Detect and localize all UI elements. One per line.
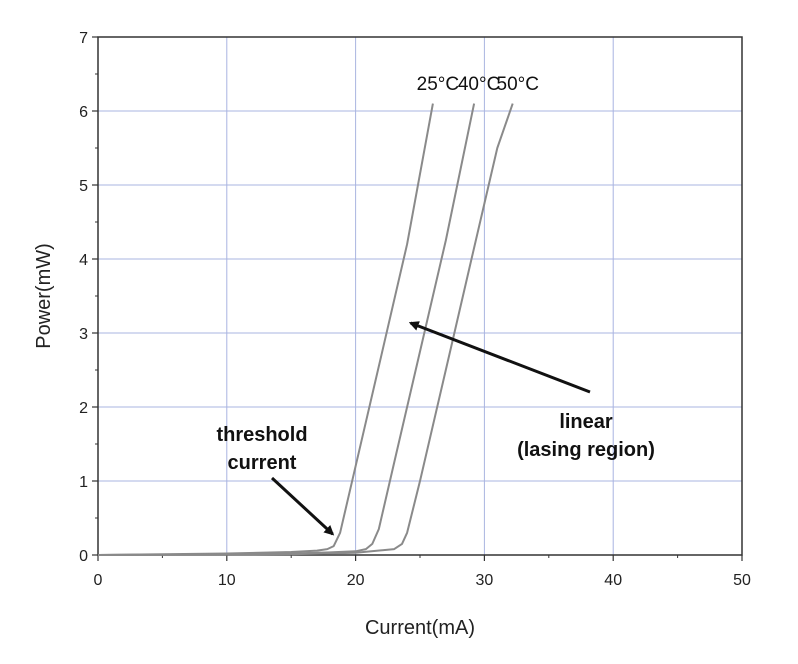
series-label: 40°C [458, 74, 500, 95]
y-tick-label: 6 [79, 104, 88, 121]
y-tick-label: 4 [79, 252, 88, 269]
x-tick-label: 10 [218, 572, 236, 589]
x-tick-label: 0 [94, 572, 103, 589]
series-line [97, 103, 434, 556]
y-tick-label: 3 [79, 326, 88, 343]
threshold-arrow [270, 476, 335, 536]
series-label: 50°C [497, 74, 539, 95]
x-tick-label: 30 [476, 572, 494, 589]
y-tick-label: 5 [79, 178, 88, 195]
y-tick-label: 1 [79, 474, 88, 491]
x-tick-label: 20 [347, 572, 365, 589]
threshold-annotation-label: threshold current [216, 424, 307, 474]
x-tick-label: 50 [733, 572, 751, 589]
linear-region-arrow [408, 321, 591, 394]
y-tick-label: 0 [79, 548, 88, 565]
x-axis-title: Current(mA) [365, 617, 475, 639]
axis-ticks: 0 10 20 30 40 50 0 1 2 3 4 5 6 7 [79, 30, 751, 589]
linear-region-annotation-label: linear (lasing region) [517, 411, 655, 461]
series-labels: 25°C40°C50°C [417, 74, 539, 95]
x-tick-label: 40 [604, 572, 622, 589]
y-tick-label: 7 [79, 30, 88, 47]
series-lines [97, 103, 514, 556]
y-tick-label: 2 [79, 400, 88, 417]
annotations: threshold current linear (lasing region) [216, 321, 655, 536]
series-label: 25°C [417, 74, 459, 95]
series-line [97, 103, 514, 556]
y-axis-title: Power(mW) [33, 243, 55, 349]
